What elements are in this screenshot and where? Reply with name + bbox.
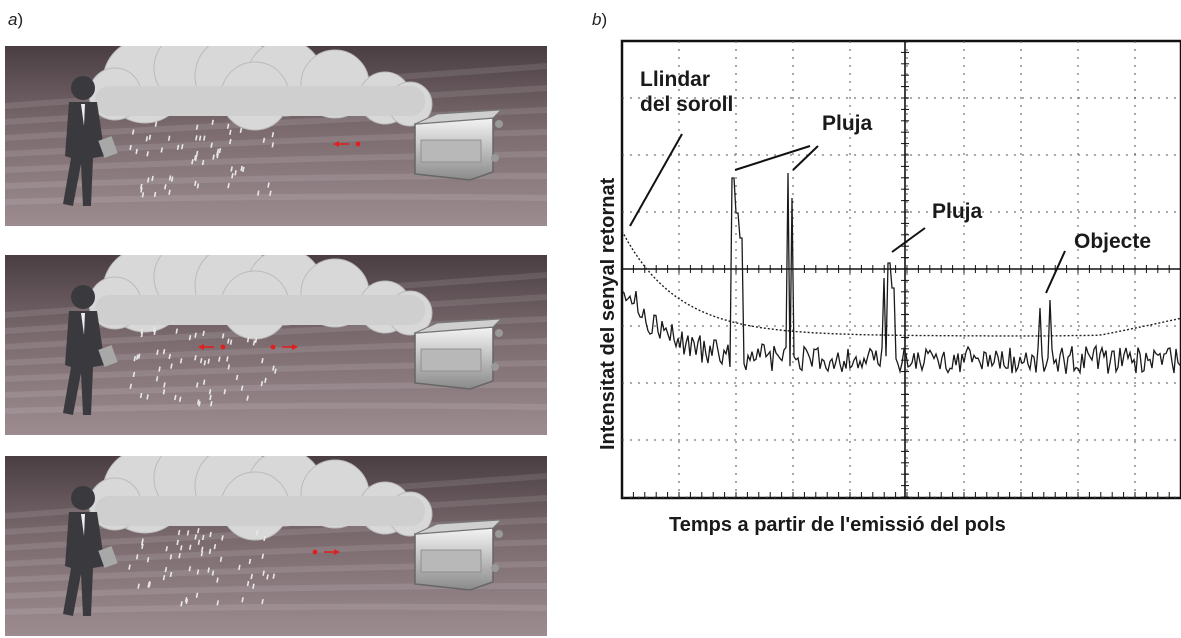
cloud <box>88 456 433 541</box>
panel-b-label: b) <box>592 10 607 30</box>
noise-label-line2: del soroll <box>640 93 733 116</box>
person-icon <box>63 76 118 206</box>
rain1-leader-b <box>792 145 819 171</box>
radar-device-icon <box>414 109 503 181</box>
rain-label-2: Pluja <box>932 200 983 223</box>
signal-trace <box>621 172 1181 376</box>
pulse-arrow-right <box>270 344 298 350</box>
person-icon <box>63 486 118 616</box>
pulse-arrow-left <box>333 141 361 147</box>
noise-leader <box>629 133 683 227</box>
person-icon <box>63 285 118 415</box>
scene-3-illustration <box>5 456 547 636</box>
rain2-leader <box>891 227 926 253</box>
scene-1-illustration <box>5 46 547 226</box>
scene-2-illustration <box>5 255 547 435</box>
rain-drops <box>128 528 276 607</box>
radar-device-icon <box>414 519 503 591</box>
panel-a-label: a) <box>8 10 23 30</box>
y-axis-label: Intensitat del senyal retornat <box>600 177 619 450</box>
scene-1 <box>5 46 547 226</box>
panel-a-paren: ) <box>17 10 24 29</box>
object-leader <box>1045 250 1066 294</box>
rain-label-1: Pluja <box>822 112 873 135</box>
panel-a-letter: a <box>8 10 18 29</box>
radar-device-icon <box>414 318 503 390</box>
pulse-arrow-left <box>198 344 226 350</box>
rain-drops <box>129 119 275 198</box>
scene-3 <box>5 456 547 636</box>
x-axis-label: Temps a partir de l'emissió del pols <box>669 514 1006 536</box>
panel-b-paren: ) <box>601 10 608 29</box>
radar-echo-chart: Llindar del soroll Pluja Pluja Objecte T… <box>600 39 1181 536</box>
pulse-arrow-right <box>312 549 340 555</box>
rain1-leader-a <box>734 145 811 171</box>
annotation-leaders <box>629 133 1066 294</box>
rain-drops <box>129 326 277 407</box>
panel-b-letter: b <box>592 10 602 29</box>
scene-2 <box>5 255 547 435</box>
cloud <box>88 255 433 340</box>
noise-threshold-line <box>621 230 1181 337</box>
object-label: Objecte <box>1074 230 1151 253</box>
cloud <box>88 46 433 131</box>
chart-grid <box>621 40 1181 498</box>
noise-label-line1: Llindar <box>640 68 710 91</box>
